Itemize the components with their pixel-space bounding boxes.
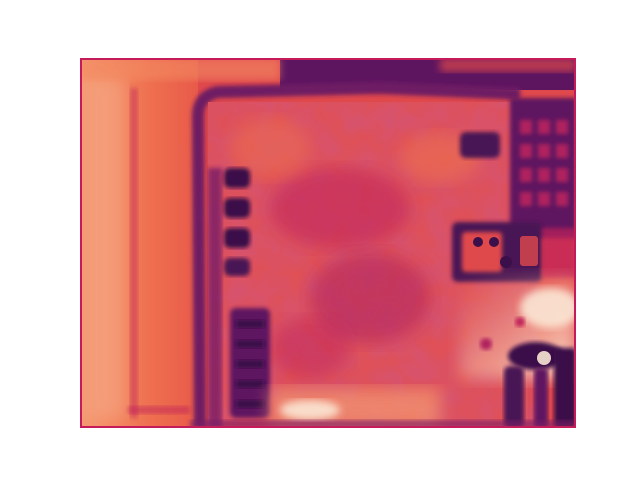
- grid-cell: [520, 144, 532, 158]
- small-chip: [460, 132, 500, 158]
- dark-part: [534, 368, 548, 428]
- board-edge: [191, 81, 521, 428]
- small-dot: [515, 317, 525, 327]
- left-divider: [130, 88, 138, 418]
- connector-pin: [224, 258, 250, 276]
- grid-cell: [556, 192, 568, 206]
- grid-cell: [520, 168, 532, 182]
- grid-cell: [520, 120, 532, 134]
- connector-pins: [224, 168, 270, 418]
- thermal-image: [80, 58, 576, 428]
- grid-cell: [538, 168, 550, 182]
- grid-cell: [556, 120, 568, 134]
- connector-rail: [208, 168, 222, 428]
- connector-pin: [224, 168, 250, 188]
- connector-slot: [236, 320, 264, 328]
- component-hole: [500, 256, 512, 268]
- connector-slot: [236, 360, 264, 368]
- bottom-hotspot: [280, 400, 340, 420]
- connector-slot: [236, 340, 264, 348]
- cool-blotch: [270, 168, 410, 248]
- cool-blotch: [310, 253, 430, 343]
- bottom-right-dark-parts: [504, 342, 576, 428]
- component-side-window: [520, 236, 538, 266]
- component-hole: [489, 237, 499, 247]
- grid-cell: [556, 144, 568, 158]
- connector-slot: [236, 380, 264, 388]
- warm-blotch: [230, 118, 310, 178]
- small-dot: [480, 338, 492, 350]
- cool-blotch: [270, 318, 350, 378]
- dark-part: [504, 366, 524, 428]
- grid-cell: [538, 120, 550, 134]
- grid-cell: [538, 144, 550, 158]
- thermal-image-svg: [80, 58, 576, 428]
- grid-cell: [538, 192, 550, 206]
- connector-pin: [224, 228, 250, 248]
- hot-core: [520, 288, 576, 328]
- right-grid: [460, 98, 576, 238]
- connector-slot: [236, 400, 264, 408]
- component-hole: [473, 237, 483, 247]
- top-band-warm-patch: [440, 58, 576, 72]
- bottom-dark-edge: [190, 420, 576, 428]
- top-bright-strip: [80, 58, 280, 80]
- connector-pin: [224, 198, 250, 218]
- right-component: [452, 222, 576, 282]
- left-divider-bottom: [128, 406, 190, 414]
- dark-part: [508, 342, 564, 370]
- bright-dot: [537, 351, 551, 365]
- grid-cell: [520, 192, 532, 206]
- left-strip-highlight: [86, 78, 126, 418]
- dark-part: [554, 348, 576, 428]
- grid-cell: [556, 168, 568, 182]
- component-right-patch: [542, 228, 576, 278]
